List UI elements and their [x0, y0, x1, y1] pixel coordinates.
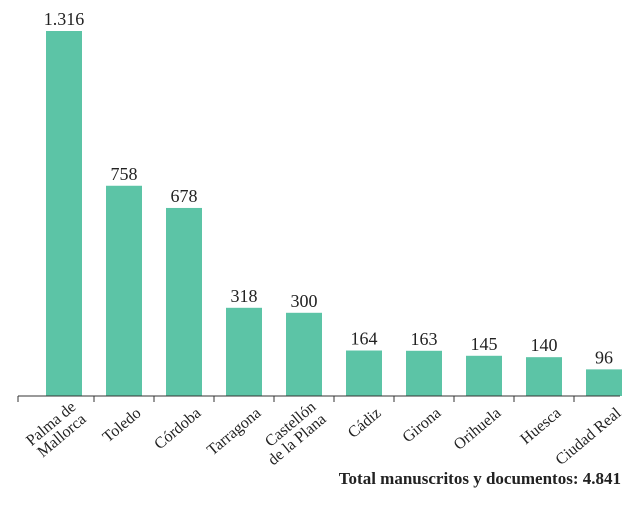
- bar-value-label: 145: [471, 334, 498, 354]
- category-label-line: Toledo: [100, 405, 145, 446]
- category-label: Huesca: [517, 405, 564, 448]
- bar-value-label: 164: [351, 329, 378, 349]
- category-label-line: Huesca: [517, 405, 564, 448]
- category-label: Girona: [399, 405, 444, 447]
- category-label-line: Orihuela: [451, 405, 505, 454]
- bar: [346, 350, 382, 396]
- bar: [286, 312, 322, 396]
- bars-group: [46, 31, 622, 396]
- bar-value-label: 1.316: [44, 9, 85, 29]
- category-label-line: Girona: [399, 405, 444, 447]
- bar: [406, 350, 442, 396]
- total-documents-label: Total manuscritos y documentos: 4.841: [339, 469, 621, 488]
- x-axis-ticks: [17, 396, 575, 402]
- value-labels-group: 1.316 758 678 318 300 164 163 145 140 96: [44, 9, 613, 367]
- bar: [586, 369, 622, 396]
- category-label: Toledo: [100, 405, 145, 446]
- bar: [226, 307, 262, 396]
- category-label: Palma deMallorca: [23, 399, 89, 462]
- category-labels-group: Palma deMallorca Toledo Córdoba TarragonaCa…: [23, 399, 625, 469]
- bar-value-label: 140: [531, 335, 558, 355]
- bar: [106, 185, 142, 396]
- category-label: Ciudad Real: [553, 404, 625, 469]
- category-label: Tarragona: [204, 405, 264, 460]
- bar: [526, 357, 562, 396]
- category-label-line: Córdoba: [151, 405, 204, 453]
- bar-value-label: 163: [411, 329, 438, 349]
- category-label: Cádiz: [345, 405, 385, 442]
- bar-value-label: 300: [291, 291, 318, 311]
- bar-value-label: 678: [171, 186, 198, 206]
- bar: [166, 207, 202, 396]
- category-label: Córdoba: [151, 405, 204, 453]
- bar-value-label: 758: [111, 164, 138, 184]
- bar: [46, 31, 82, 396]
- bar-value-label: 318: [231, 286, 258, 306]
- bar: [466, 355, 502, 396]
- category-label-line: Ciudad Real: [553, 404, 625, 469]
- category-label: Orihuela: [451, 405, 505, 454]
- category-label-line: Tarragona: [204, 405, 264, 460]
- category-label: Castellónde la Plana: [255, 399, 330, 469]
- bar-value-label: 96: [595, 347, 613, 367]
- category-label-line: Cádiz: [345, 405, 385, 442]
